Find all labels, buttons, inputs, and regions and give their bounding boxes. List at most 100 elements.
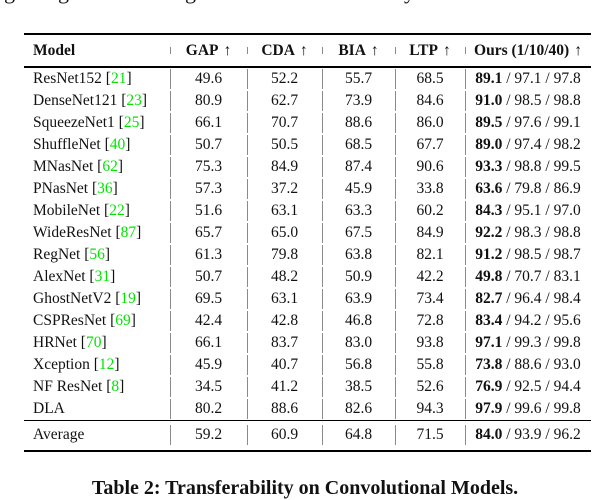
gap-value-cell: 75.3 xyxy=(170,156,247,177)
cda-value-cell: 40.7 xyxy=(247,354,322,375)
model-cell: WideResNet [87] xyxy=(33,223,142,241)
table-row: HRNet [70] 66.1 83.7 83.0 93.8 97.1 / 99.3 / … xyxy=(24,332,591,354)
ours-value-cell: 97.1 / 99.3 / 99.8 xyxy=(465,332,591,353)
bia-value-cell: 82.6 xyxy=(322,398,395,419)
gap-value-cell: 50.7 xyxy=(170,266,247,287)
citation-ref: 62 xyxy=(102,157,118,175)
model-cell: ShuffleNet [40] xyxy=(33,135,131,153)
ours-value-cell: 97.9 / 99.6 / 99.8 xyxy=(465,398,591,419)
ltp-value-cell: 52.6 xyxy=(395,376,465,397)
bia-value-cell: 63.3 xyxy=(322,200,395,221)
cda-value-cell: 37.2 xyxy=(247,178,322,199)
citation-ref: 22 xyxy=(109,201,125,219)
up-arrow-icon: ↑ xyxy=(299,41,308,59)
cda-value-cell: 65.0 xyxy=(247,222,322,243)
citation-ref: 25 xyxy=(123,113,140,131)
citation-ref: 23 xyxy=(126,91,142,109)
bia-value-cell: 68.5 xyxy=(322,134,395,155)
ours-primary-value: 84.0 xyxy=(475,426,503,444)
model-cell: DLA xyxy=(33,399,65,417)
table-row: RegNet [56] 61.3 79.8 63.8 82.1 91.2 / 98.5 /… xyxy=(24,244,591,266)
ours-value-cell: 83.4 / 94.2 / 95.6 xyxy=(465,310,591,331)
cutoff-glyph-fragment: g xyxy=(4,0,15,3)
gap-value-cell: 69.5 xyxy=(170,288,247,309)
model-cell: Average xyxy=(33,426,85,444)
citation-ref: 56 xyxy=(89,245,105,263)
cutoff-glyph-fragment: g xyxy=(58,0,69,3)
gap-value-cell: 80.2 xyxy=(170,398,247,419)
column-header-gap: GAP ↑ xyxy=(170,42,247,60)
ours-value-cell: 89.0 / 97.4 / 98.2 xyxy=(465,134,591,155)
bia-value-cell: 56.8 xyxy=(322,354,395,375)
cutoff-glyph-fragment: g xyxy=(185,0,196,3)
ltp-value-cell: 73.4 xyxy=(395,288,465,309)
ours-value-cell: 84.3 / 95.1 / 97.0 xyxy=(465,200,591,221)
citation-ref: 12 xyxy=(98,355,115,373)
ours-primary-value: 83.4 xyxy=(475,311,503,329)
model-cell: GhostNetV2 [19] xyxy=(33,289,142,307)
table-row: ShuffleNet [40] 50.7 50.5 68.5 67.7 89.0 / 97… xyxy=(24,134,591,156)
cda-value-cell: 41.2 xyxy=(247,376,322,397)
gap-value-cell: 42.4 xyxy=(170,310,247,331)
bia-value-cell: 87.4 xyxy=(322,156,395,177)
model-cell: MNasNet [62] xyxy=(33,157,123,175)
ours-value-cell: 91.0 / 98.5 / 98.8 xyxy=(465,90,591,111)
citation-ref: 87 xyxy=(120,223,137,241)
bia-value-cell: 50.9 xyxy=(322,266,395,287)
table-row: GhostNetV2 [19] 69.5 63.1 63.9 73.4 82.7 / 96… xyxy=(24,288,591,310)
citation-ref: 19 xyxy=(120,289,136,307)
ours-value-cell: 84.0 / 93.9 / 96.2 xyxy=(465,425,591,446)
ours-primary-value: 91.2 xyxy=(475,245,503,263)
cda-value-cell: 42.8 xyxy=(247,310,322,331)
column-header-bia: BIA ↑ xyxy=(322,42,395,60)
table-row: ResNet152 [21] 49.6 52.2 55.7 68.5 89.1 / 97.… xyxy=(24,68,591,90)
header-separator-rule xyxy=(24,66,591,68)
ours-value-cell: 89.5 / 97.6 / 99.1 xyxy=(465,112,591,133)
table-body: ResNet152 [21] 49.6 52.2 55.7 68.5 89.1 / 97.… xyxy=(24,68,591,420)
column-header-gap-label: GAP xyxy=(185,41,219,59)
up-arrow-icon: ↑ xyxy=(370,41,379,59)
gap-value-cell: 49.6 xyxy=(170,68,247,89)
cda-value-cell: 88.6 xyxy=(247,398,322,419)
results-table: Model GAP ↑ CDA ↑ BIA ↑ LTP ↑ Ours (1/10/40)… xyxy=(24,33,591,453)
model-cell: MobileNet [22] xyxy=(33,201,130,219)
table-row: NF ResNet [8] 34.5 41.2 38.5 52.6 76.9 / 92.5… xyxy=(24,376,591,398)
cda-value-cell: 83.7 xyxy=(247,332,322,353)
column-header-ltp: LTP ↑ xyxy=(395,42,465,60)
ours-value-cell: 76.9 / 92.5 / 94.4 xyxy=(465,376,591,397)
table-row: AlexNet [31] 50.7 48.2 50.9 42.2 49.8 / 70.7 … xyxy=(24,266,591,288)
ours-value-cell: 91.2 / 98.5 / 98.7 xyxy=(465,244,591,265)
gap-value-cell: 45.9 xyxy=(170,354,247,375)
ltp-value-cell: 55.8 xyxy=(395,354,465,375)
ours-value-cell: 93.3 / 98.8 / 99.5 xyxy=(465,156,591,177)
citation-ref: 40 xyxy=(109,135,126,153)
bia-value-cell: 45.9 xyxy=(322,178,395,199)
cda-value-cell: 50.5 xyxy=(247,134,322,155)
column-header-ours-label: Ours (1/10/40) xyxy=(474,41,570,59)
table-row: CSPResNet [69] 42.4 42.8 46.8 72.8 83.4 / 94.… xyxy=(24,310,591,332)
citation-ref: 31 xyxy=(94,267,111,285)
table-row: PNasNet [36] 57.3 37.2 45.9 33.8 63.6 / 79.8 … xyxy=(24,178,591,200)
column-header-bia-label: BIA xyxy=(338,41,366,59)
ours-primary-value: 49.8 xyxy=(475,267,503,285)
ltp-value-cell: 84.6 xyxy=(395,90,465,111)
ltp-value-cell: 42.2 xyxy=(395,266,465,287)
table-header-row: Model GAP ↑ CDA ↑ BIA ↑ LTP ↑ Ours (1/10/40)… xyxy=(24,35,591,66)
ltp-value-cell: 84.9 xyxy=(395,222,465,243)
up-arrow-icon: ↑ xyxy=(223,41,232,59)
model-cell: SqueezeNet1 [25] xyxy=(33,113,145,131)
ours-primary-value: 92.2 xyxy=(475,223,503,241)
column-header-ltp-label: LTP xyxy=(409,41,438,59)
model-cell: HRNet [70] xyxy=(33,333,107,351)
up-arrow-icon: ↑ xyxy=(574,41,582,59)
bia-value-cell: 67.5 xyxy=(322,222,395,243)
table-row: Xception [12] 45.9 40.7 56.8 55.8 73.8 / 88.6… xyxy=(24,354,591,376)
bia-value-cell: 73.9 xyxy=(322,90,395,111)
model-cell: ResNet152 [21] xyxy=(33,69,132,87)
gap-value-cell: 61.3 xyxy=(170,244,247,265)
cutoff-glyph-fragment: y xyxy=(404,0,415,3)
table-bottom-rule xyxy=(24,449,591,453)
ours-primary-value: 89.0 xyxy=(475,135,503,153)
bia-value-cell: 38.5 xyxy=(322,376,395,397)
table-row: WideResNet [87] 65.7 65.0 67.5 84.9 92.2 / 98… xyxy=(24,222,591,244)
